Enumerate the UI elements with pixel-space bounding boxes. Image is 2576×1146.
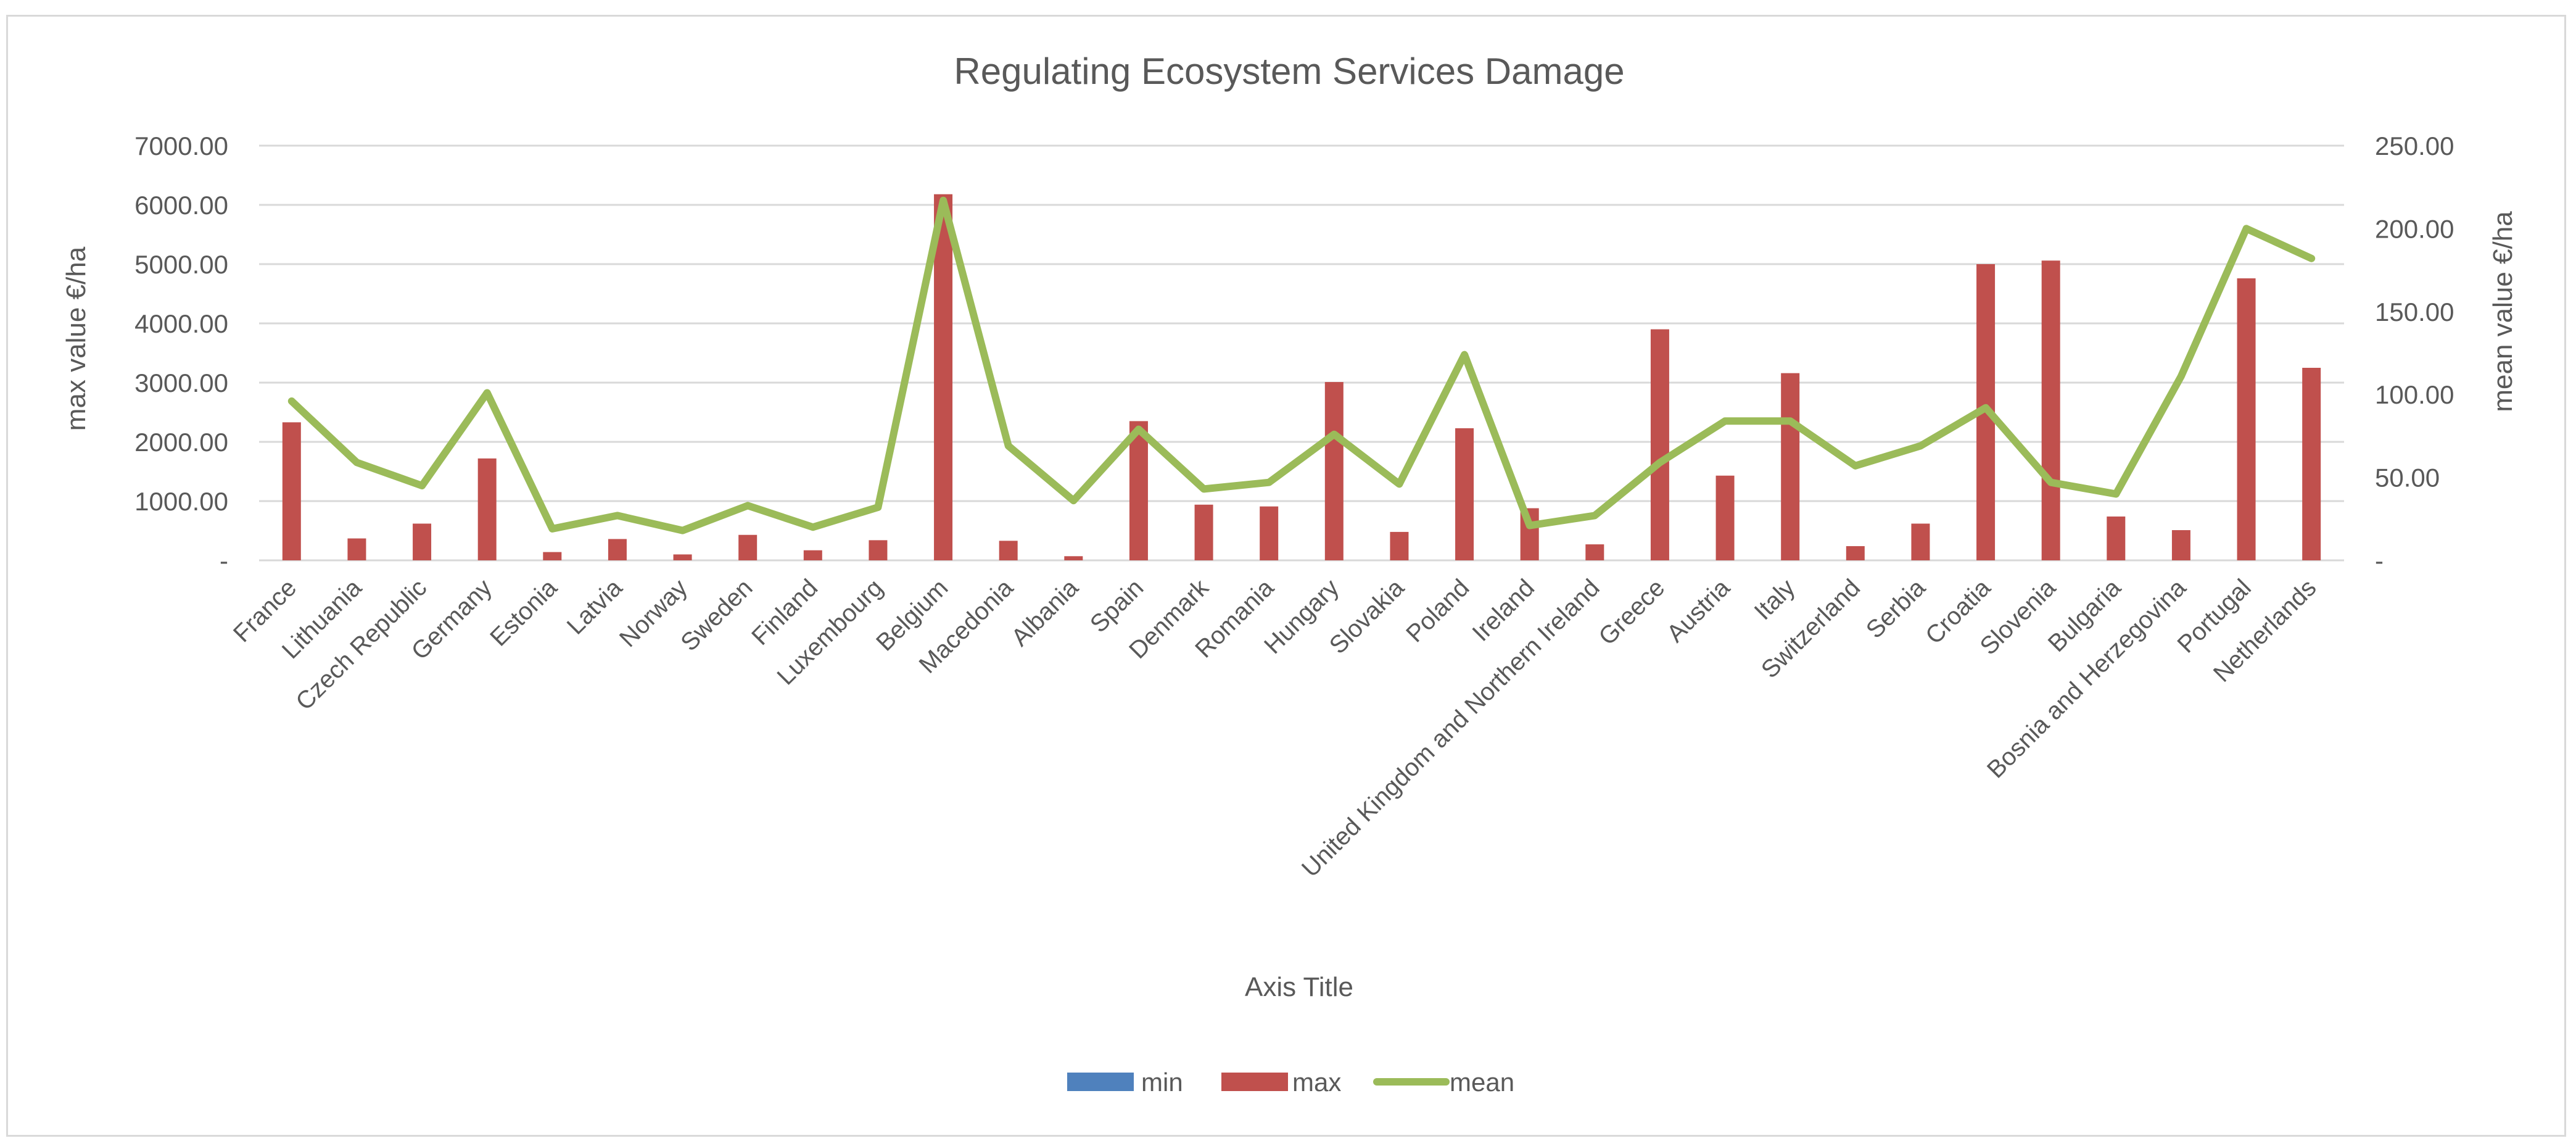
y-right-tick-label: 50.00	[2375, 463, 2440, 492]
bar-max	[413, 523, 432, 560]
y-left-tick-label: 5000.00	[134, 250, 228, 279]
y-right-tick-label: -	[2375, 546, 2384, 575]
y-left-tick-label: -	[220, 546, 228, 575]
y-axis-right: - 50.00 100.00 150.00 200.00 250.00	[2375, 131, 2454, 575]
bar-max	[738, 534, 758, 560]
y-right-tick-label: 200.00	[2375, 214, 2454, 243]
bar-max	[1390, 531, 1409, 560]
x-tick-label: Albania	[1006, 574, 1084, 652]
bar-max	[2107, 516, 2126, 560]
chart-title: Regulating Ecosystem Services Damage	[954, 51, 1624, 92]
legend-swatch-max	[1221, 1073, 1288, 1091]
x-tick-label: Spain	[1085, 574, 1149, 637]
legend-swatch-min	[1067, 1073, 1134, 1091]
y-right-tick-label: 100.00	[2375, 380, 2454, 409]
x-tick-label: Poland	[1401, 574, 1474, 647]
y-left-tick-label: 1000.00	[134, 487, 228, 516]
bar-max	[1715, 475, 1735, 560]
bars-group	[282, 194, 2321, 561]
y-axis-right-title: mean value €/ha	[2488, 211, 2518, 412]
bar-max	[1260, 506, 1279, 560]
bar-max	[869, 540, 888, 560]
legend: min max mean	[1067, 1068, 1514, 1097]
x-tick-label: Sweden	[675, 574, 758, 656]
legend-label-mean: mean	[1450, 1068, 1514, 1097]
bar-max	[803, 550, 822, 560]
bar-max	[1781, 373, 1800, 560]
chart-frame	[6, 15, 2566, 1137]
x-tick-label: Serbia	[1861, 574, 1931, 644]
mean-line-group	[287, 196, 2316, 534]
bar-max	[1129, 421, 1148, 560]
x-tick-label: Estonia	[485, 574, 563, 652]
x-axis-title: Axis Title	[1245, 972, 1353, 1002]
x-tick-label: Italy	[1749, 574, 1801, 625]
y-right-tick-label: 150.00	[2375, 297, 2454, 326]
y-left-tick-label: 7000.00	[134, 131, 228, 160]
y-axis-left-title: max value €/ha	[61, 246, 91, 431]
bar-max	[999, 541, 1018, 560]
bar-max	[2237, 278, 2256, 560]
bar-max	[1650, 329, 1669, 560]
bar-max	[1194, 504, 1213, 560]
y-left-tick-label: 6000.00	[134, 191, 228, 220]
bar-max	[673, 554, 692, 560]
x-tick-label: Austria	[1662, 574, 1736, 648]
bar-max	[1455, 428, 1474, 560]
bar-max	[543, 552, 562, 560]
bar-max	[1846, 546, 1865, 560]
y-left-tick-label: 4000.00	[134, 309, 228, 338]
bar-max	[347, 538, 366, 560]
bar-max	[2302, 368, 2321, 560]
y-axis-left: - 1000.00 2000.00 3000.00 4000.00 5000.00 6000…	[134, 131, 228, 575]
bar-max	[477, 458, 497, 560]
bar-max	[608, 539, 627, 560]
series-line-mean	[287, 196, 2316, 534]
y-left-tick-label: 2000.00	[134, 428, 228, 457]
bar-max	[1585, 544, 1604, 560]
legend-label-max: max	[1292, 1068, 1341, 1097]
y-left-tick-label: 3000.00	[134, 368, 228, 397]
x-tick-label: United Kingdom and Northern Ireland	[1297, 574, 1605, 882]
bar-max	[1064, 556, 1083, 560]
x-tick-label: Greece	[1593, 574, 1670, 650]
bar-max	[934, 194, 953, 561]
bar-max	[282, 422, 301, 560]
bar-max	[2171, 530, 2190, 560]
gridlines	[259, 144, 2344, 562]
bar-max	[2041, 260, 2060, 560]
bar-max	[1911, 523, 1930, 560]
legend-label-min: min	[1141, 1068, 1183, 1097]
y-right-tick-label: 250.00	[2375, 131, 2454, 160]
bar-max	[1324, 382, 1344, 560]
